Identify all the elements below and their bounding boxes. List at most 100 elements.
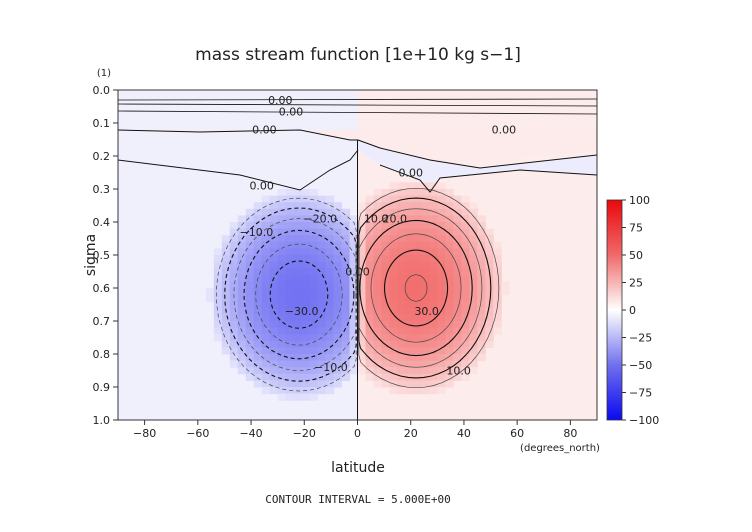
field-cell bbox=[261, 367, 271, 375]
field-cell bbox=[389, 208, 399, 216]
field-cell bbox=[245, 208, 255, 216]
field-cell bbox=[253, 314, 263, 322]
field-cell bbox=[285, 261, 295, 269]
contour-line bbox=[255, 243, 343, 346]
field-cell bbox=[477, 255, 486, 263]
field-cell bbox=[229, 314, 239, 322]
field-cell bbox=[333, 268, 343, 276]
field-cell bbox=[301, 228, 311, 236]
field-cell bbox=[333, 380, 343, 388]
field-cell bbox=[437, 208, 446, 216]
field-cell bbox=[461, 360, 470, 368]
field-cell bbox=[333, 307, 343, 315]
field-cell bbox=[253, 268, 263, 276]
field-cell bbox=[437, 281, 446, 289]
field-cell bbox=[245, 367, 255, 375]
field-cell bbox=[445, 274, 454, 282]
field-cell bbox=[469, 347, 478, 355]
contour-line bbox=[224, 207, 357, 382]
field-cell bbox=[253, 354, 263, 362]
field-cell bbox=[269, 340, 279, 348]
field-cell bbox=[381, 347, 391, 355]
field-cell bbox=[445, 241, 454, 249]
colorbar: 100 75 50 25 0 −25 −50 −75 −100 bbox=[606, 194, 659, 427]
field-cell bbox=[277, 268, 287, 276]
field-cell bbox=[469, 354, 478, 362]
field-cell bbox=[325, 340, 335, 348]
field-cell bbox=[317, 360, 327, 368]
field-cell bbox=[381, 281, 391, 289]
field-cell bbox=[405, 281, 414, 289]
field-cell bbox=[261, 274, 271, 282]
field-cell bbox=[373, 354, 383, 362]
field-cell bbox=[421, 202, 430, 210]
field-cell bbox=[421, 268, 430, 276]
field-cell bbox=[309, 215, 319, 223]
field-cell bbox=[293, 301, 303, 309]
field-cell bbox=[269, 202, 279, 210]
field-cell bbox=[421, 235, 430, 243]
field-cell bbox=[285, 360, 295, 368]
contour-line bbox=[215, 197, 357, 392]
field-cell bbox=[469, 274, 478, 282]
y-tick-label: 0.7 bbox=[93, 315, 111, 328]
field-cell bbox=[285, 222, 295, 230]
field-cell bbox=[429, 288, 438, 296]
field-cell bbox=[485, 274, 494, 282]
field-cell bbox=[405, 340, 414, 348]
field-cell bbox=[413, 334, 422, 342]
field-cell bbox=[437, 367, 446, 375]
y-tick-label: 0.5 bbox=[93, 249, 111, 262]
field-cell bbox=[445, 261, 454, 269]
field-cell bbox=[301, 301, 311, 309]
y-tick-label: 0.8 bbox=[93, 348, 111, 361]
field-cell bbox=[373, 380, 383, 388]
field-cell bbox=[245, 373, 255, 381]
field-cell bbox=[365, 268, 375, 276]
field-cell bbox=[357, 294, 367, 302]
field-cell bbox=[317, 222, 327, 230]
y-axis-title: sigma bbox=[83, 234, 99, 276]
field-cell bbox=[437, 387, 446, 395]
field-cell bbox=[253, 380, 263, 388]
upper-positive-band bbox=[118, 130, 597, 165]
field-cell bbox=[405, 288, 414, 296]
field-cell bbox=[253, 340, 263, 348]
field-cell bbox=[437, 222, 446, 230]
field-cell bbox=[221, 294, 231, 302]
field-cell bbox=[469, 261, 478, 269]
field-cell bbox=[461, 195, 470, 203]
field-cell bbox=[277, 274, 287, 282]
field-cell bbox=[213, 281, 223, 289]
contour-label: −20.0 bbox=[303, 213, 337, 226]
field-cell bbox=[357, 367, 367, 375]
field-cell bbox=[453, 354, 462, 362]
field-cell bbox=[301, 360, 311, 368]
field-cell bbox=[309, 380, 319, 388]
field-cell bbox=[485, 235, 494, 243]
field-cell bbox=[373, 274, 383, 282]
field-cell bbox=[293, 288, 303, 296]
field-cell bbox=[277, 314, 287, 322]
field-cell bbox=[389, 294, 399, 302]
field-cell bbox=[301, 248, 311, 256]
field-cell bbox=[277, 367, 287, 375]
field-cell bbox=[357, 261, 367, 269]
field-cell bbox=[397, 321, 406, 329]
field-cell bbox=[445, 354, 454, 362]
field-cell bbox=[237, 281, 247, 289]
field-cell bbox=[397, 255, 406, 263]
field-cell bbox=[493, 261, 502, 269]
field-cell bbox=[461, 202, 470, 210]
field-cell bbox=[365, 307, 375, 315]
field-cell bbox=[277, 301, 287, 309]
field-cell bbox=[269, 347, 279, 355]
field-cell bbox=[221, 281, 231, 289]
field-cell bbox=[493, 281, 502, 289]
field-cell bbox=[437, 340, 446, 348]
field-cell bbox=[309, 255, 319, 263]
field-cell bbox=[293, 347, 303, 355]
field-cell bbox=[325, 208, 335, 216]
field-cell bbox=[285, 255, 295, 263]
field-cell bbox=[453, 202, 462, 210]
